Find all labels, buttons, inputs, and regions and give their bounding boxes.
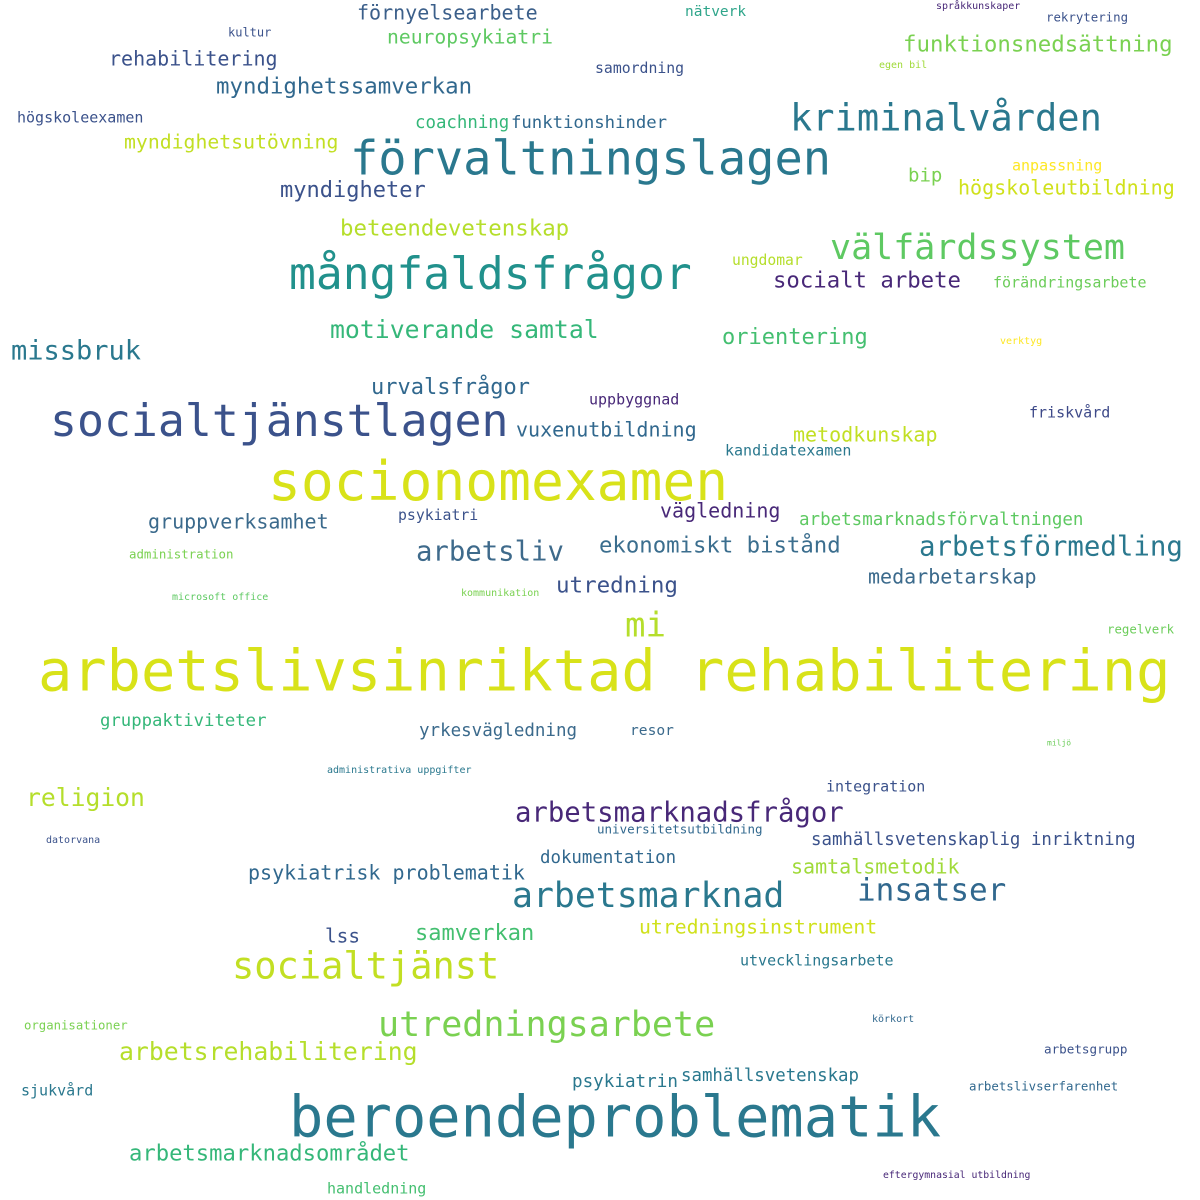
word: motiverande samtal — [330, 315, 599, 344]
word: arbetsmarknadsförvaltningen — [799, 510, 1083, 530]
word: vuxenutbildning — [516, 418, 697, 442]
word: metodkunskap — [793, 423, 938, 447]
word: funktionsnedsättning — [903, 32, 1173, 58]
word: kultur — [228, 26, 271, 40]
word: organisationer — [24, 1019, 128, 1033]
word: psykiatrisk problematik — [248, 861, 525, 885]
word: rekrytering — [1046, 10, 1128, 25]
word: eftergymnasial utbildning — [883, 1170, 1030, 1181]
word: utredningsarbete — [378, 1005, 715, 1045]
word: vägledning — [660, 499, 780, 523]
word: myndighetsutövning — [124, 131, 338, 154]
word: anpassning — [1012, 157, 1102, 175]
word: verktyg — [1000, 336, 1042, 347]
word: ekonomiskt bistånd — [599, 531, 841, 559]
word: nätverk — [685, 4, 746, 20]
word: socialtjänstlagen — [50, 394, 509, 447]
word: administrativa uppgifter — [327, 765, 472, 776]
word: psykiatrin — [572, 1072, 678, 1092]
word: uppbyggnad — [589, 391, 679, 409]
word: universitetsutbildning — [597, 822, 763, 837]
word: beteendevetenskap — [340, 216, 569, 242]
word: välfärdssystem — [830, 228, 1125, 268]
word: körkort — [872, 1014, 914, 1025]
word: högskoleexamen — [17, 109, 143, 127]
word: yrkesvägledning — [419, 721, 577, 741]
word: förnyelsearbete — [357, 1, 538, 25]
word: datorvana — [46, 835, 100, 846]
word: gruppaktiviteter — [100, 711, 266, 731]
word: dokumentation — [540, 848, 676, 868]
word: mångfaldsfrågor — [289, 248, 692, 300]
word: arbetsförmedling — [919, 532, 1183, 563]
word: socialt arbete — [773, 268, 961, 294]
word: samverkan — [415, 921, 534, 946]
word: arbetsmarknadsfrågor — [515, 798, 844, 829]
word: funktionshinder — [511, 113, 667, 133]
word: integration — [826, 778, 925, 796]
word: arbetsgrupp — [1044, 1042, 1127, 1057]
word: arbetslivserfarenhet — [969, 1079, 1118, 1094]
word: microsoft office — [172, 592, 268, 603]
word: arbetsrehabilitering — [119, 1037, 418, 1066]
word: utredning — [556, 573, 678, 599]
word: beroendeproblematik — [289, 1085, 941, 1151]
word: insatser — [857, 873, 1006, 909]
word: kriminalvården — [790, 97, 1102, 140]
word: lss — [325, 925, 360, 948]
word: sjukvård — [21, 1082, 93, 1100]
word: högskoleutbildning — [958, 176, 1175, 200]
word: samordning — [595, 60, 684, 77]
word: förändringsarbete — [993, 274, 1147, 292]
word: gruppverksamhet — [148, 510, 329, 534]
word: arbetslivsinriktad rehabilitering — [38, 639, 1170, 705]
word: socialtjänst — [232, 945, 499, 988]
word: resor — [630, 722, 674, 739]
word: urvalsfrågor — [371, 374, 530, 400]
word: psykiatri — [398, 507, 478, 524]
word: samhällsvetenskaplig inriktning — [811, 830, 1136, 850]
word: administration — [129, 547, 233, 562]
word: bip — [908, 165, 942, 187]
word: ungdomar — [732, 252, 803, 269]
word: coachning — [415, 113, 509, 133]
word: medarbetarskap — [868, 565, 1037, 589]
word: egen bil — [879, 60, 927, 71]
word: neuropsykiatri — [387, 26, 553, 49]
word: utvecklingsarbete — [740, 952, 894, 970]
word: samhällsvetenskap — [681, 1066, 859, 1086]
word: samtalsmetodik — [791, 855, 960, 879]
word: kandidatexamen — [725, 442, 851, 460]
word: handledning — [327, 1180, 426, 1198]
word: miljö — [1047, 739, 1071, 748]
word: rehabilitering — [109, 47, 278, 71]
word: religion — [26, 783, 145, 812]
word: regelverk — [1107, 622, 1175, 637]
word: socionomexamen — [268, 449, 728, 513]
word: utredningsinstrument — [639, 916, 877, 939]
word: mi — [625, 606, 666, 646]
word: missbruk — [11, 336, 141, 367]
word: orientering — [722, 325, 868, 350]
word: myndighetssamverkan — [216, 74, 472, 100]
word: kommunikation — [461, 588, 539, 599]
word: språkkunskaper — [936, 0, 1020, 12]
word: myndigheter — [280, 178, 426, 203]
word: arbetsliv — [416, 537, 564, 568]
word: arbetsmarknadsområdet — [129, 1139, 410, 1167]
word: arbetsmarknad — [512, 876, 784, 916]
word: friskvård — [1029, 404, 1110, 422]
word: förvaltningslagen — [350, 132, 831, 187]
